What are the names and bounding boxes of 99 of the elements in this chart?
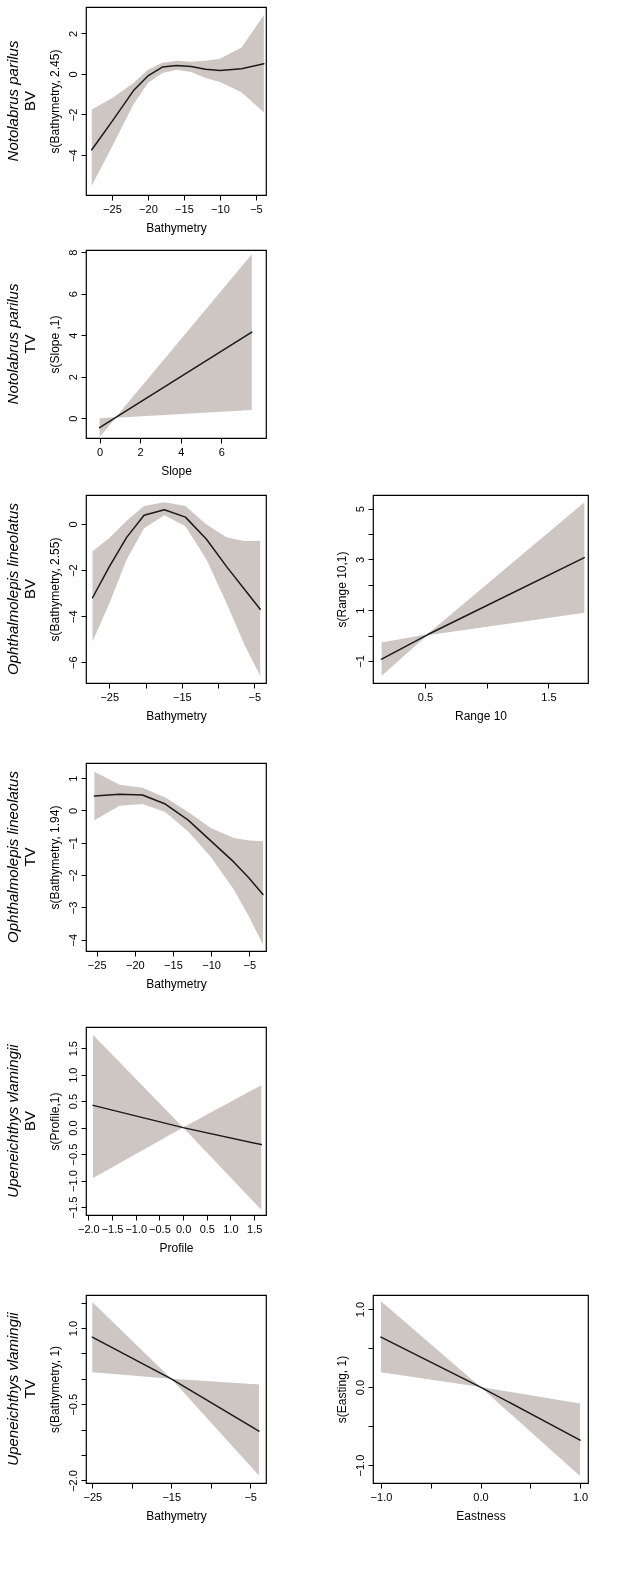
- x-tick-label: −25: [87, 958, 107, 971]
- x-tick-label: −15: [172, 690, 192, 703]
- y-tick-label: −1.0: [353, 1454, 366, 1477]
- x-tick-label: −5: [248, 690, 262, 703]
- text: Upeneichthys vlamingii: [4, 1311, 21, 1466]
- x-tick-label: 2: [137, 445, 144, 458]
- text: TV: [21, 334, 38, 354]
- x-tick-label: 1.0: [572, 1490, 589, 1503]
- text: Ophthalmolepis lineolatus: [4, 502, 21, 675]
- y-tick-label: −2: [66, 564, 79, 577]
- text: TV: [21, 847, 38, 867]
- y-axis-title: s(Bathymetry, 1.94): [47, 805, 62, 910]
- x-axis-title: Bathymetry: [146, 1508, 207, 1523]
- y-axis-title: s(Bathymetry, 2.45): [47, 49, 62, 154]
- x-tick-label: 4: [178, 445, 185, 458]
- x-tick-label: 0.5: [199, 1222, 215, 1235]
- y-tick-label: 1: [353, 607, 366, 614]
- text: Notolabrus parilus: [4, 40, 21, 162]
- x-tick-label: −25: [100, 690, 120, 703]
- y-tick-label: −0.5: [66, 1143, 79, 1166]
- line-series: [91, 509, 261, 611]
- x-tick-label: −20: [125, 958, 145, 971]
- y-tick-label: 0: [66, 807, 79, 815]
- text: Ophthalmolepis lineolatus: [4, 770, 21, 943]
- x-tick-label: −25: [83, 1490, 103, 1503]
- y-tick-label: 5: [353, 506, 366, 513]
- text: BV: [21, 578, 38, 600]
- y-tick-label: 0.0: [66, 1120, 79, 1136]
- x-tick-label: 0.0: [473, 1490, 489, 1503]
- y-tick-label: 1: [66, 775, 79, 782]
- y-tick-label: 3: [353, 556, 366, 564]
- x-axis-title: Profile: [159, 1240, 194, 1255]
- y-tick-label: −1: [353, 655, 366, 668]
- y-tick-label: 0.0: [353, 1379, 366, 1396]
- x-tick-label: −5: [250, 202, 263, 215]
- y-axis-title: s(Bathymetry, 2.55): [47, 537, 62, 642]
- line-series: [91, 63, 265, 151]
- x-tick-label: −15: [162, 1490, 182, 1503]
- y-tick-label: −2: [66, 108, 79, 122]
- x-axis-title: Slope: [161, 463, 193, 478]
- line-series: [93, 793, 264, 896]
- text: BV: [21, 90, 38, 112]
- y-tick-label: 1.0: [353, 1301, 366, 1318]
- y-tick-label: 6: [66, 291, 79, 298]
- x-tick-label: −1.0: [370, 1490, 393, 1503]
- text: Upeneichthys vlamingii: [4, 1043, 21, 1198]
- y-axis-title: s(Profile,1): [47, 1092, 62, 1151]
- y-tick-label: 2: [66, 30, 79, 37]
- x-tick-label: 0.5: [417, 690, 434, 703]
- x-tick-label: −20: [139, 202, 158, 215]
- x-tick-label: −10: [202, 958, 221, 971]
- y-tick-label: 8: [66, 249, 79, 256]
- x-tick-label: 1.5: [247, 1222, 263, 1235]
- x-tick-label: 1.5: [541, 690, 557, 703]
- x-tick-label: −25: [103, 202, 122, 215]
- x-tick-label: −15: [164, 958, 183, 971]
- x-tick-label: 6: [218, 445, 225, 458]
- x-axis-title: Eastness: [456, 1508, 506, 1523]
- x-tick-label: −5: [244, 1490, 257, 1503]
- text: Notolabrus parilus: [4, 283, 21, 405]
- y-tick-label: −0.5: [66, 1393, 79, 1416]
- y-tick-label: 1.5: [66, 1041, 79, 1057]
- y-tick-label: 0: [66, 71, 79, 78]
- x-axis-title: Range 10: [454, 708, 508, 723]
- text: TV: [21, 1379, 38, 1399]
- x-tick-label: 1.0: [223, 1222, 239, 1235]
- x-axis-title: Bathymetry: [146, 708, 207, 723]
- x-tick-label: −2.0: [78, 1222, 100, 1235]
- x-tick-label: 0: [97, 445, 104, 458]
- y-tick-label: 4: [66, 332, 79, 339]
- y-tick-label: −1.5: [66, 1196, 79, 1219]
- x-tick-label: −5: [243, 958, 256, 971]
- x-axis-title: Bathymetry: [146, 976, 207, 991]
- y-axis-title: s(Range 10,1): [334, 551, 349, 628]
- y-tick-label: 1.0: [66, 1320, 79, 1337]
- y-tick-label: 0: [66, 521, 79, 528]
- y-tick-label: 0: [66, 415, 79, 422]
- y-tick-label: −1: [66, 837, 79, 850]
- x-tick-label: 0.0: [175, 1222, 192, 1235]
- y-tick-label: −3: [66, 901, 79, 915]
- y-axis-title: s(Easting, 1): [334, 1355, 349, 1424]
- y-tick-label: 1.0: [66, 1067, 79, 1083]
- y-tick-label: 0.5: [66, 1093, 79, 1110]
- x-axis-title: Bathymetry: [146, 220, 207, 235]
- text: BV: [21, 1110, 38, 1132]
- y-tick-label: −4: [66, 933, 79, 947]
- y-tick-label: −2: [66, 869, 79, 882]
- x-tick-label: −15: [175, 202, 194, 215]
- x-tick-label: −10: [211, 202, 230, 215]
- y-tick-label: −6: [66, 656, 79, 670]
- x-tick-label: −0.5: [149, 1222, 171, 1235]
- y-tick-label: −4: [66, 610, 79, 623]
- y-tick-label: −1.0: [66, 1170, 79, 1192]
- y-axis-title: s(Bathymetry, 1): [47, 1345, 62, 1434]
- x-tick-label: −1.0: [125, 1222, 148, 1235]
- x-tick-label: −1.5: [101, 1222, 124, 1235]
- y-tick-label: 2: [66, 374, 79, 381]
- y-tick-label: −4: [66, 149, 79, 162]
- y-axis-title: s(Slope ,1): [47, 315, 62, 374]
